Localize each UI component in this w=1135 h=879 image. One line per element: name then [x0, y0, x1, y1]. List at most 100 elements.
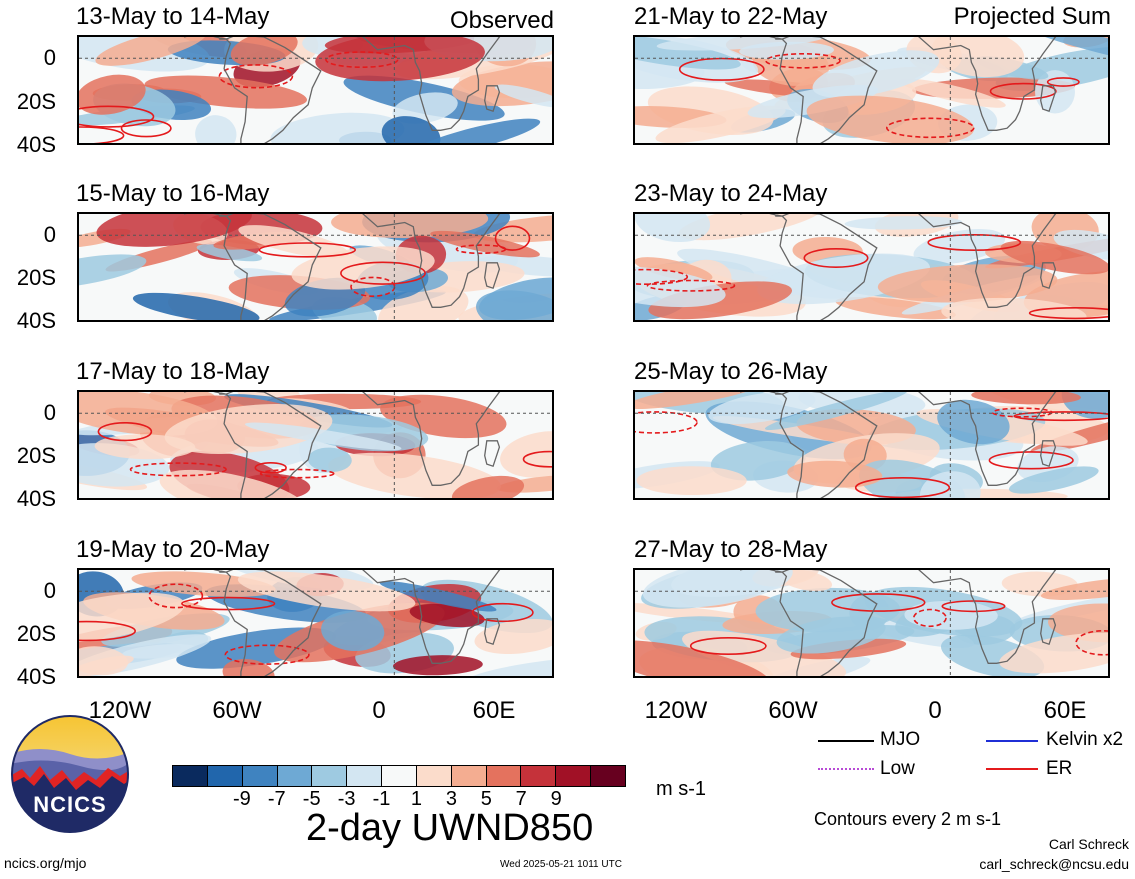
footer-timestamp: Wed 2025-05-21 1011 UTC [500, 859, 622, 870]
er-contour [522, 450, 552, 468]
wind-anomaly-blob [328, 452, 501, 498]
coastline [184, 392, 227, 395]
coastline [779, 570, 878, 676]
map-panel-6 [633, 212, 1110, 322]
er-contour [885, 117, 975, 139]
er-contour [129, 462, 227, 477]
legend-line-low [818, 768, 874, 770]
wind-anomaly-blob [132, 292, 260, 320]
wind-anomaly-blob [500, 431, 552, 478]
colorbar-segment [556, 766, 592, 786]
ylabel-20s-4: 20S [16, 621, 56, 646]
colorbar-tick-label: -9 [232, 788, 251, 810]
panel-tag-observed: Observed [449, 7, 554, 34]
er-contour [148, 583, 204, 609]
wind-anomaly-blob [1061, 392, 1108, 419]
wind-anomaly-blob [877, 264, 1058, 303]
legend-line-er [986, 768, 1038, 770]
wind-anomaly-blob [331, 214, 489, 238]
coastline [740, 392, 783, 395]
er-contour [689, 637, 767, 656]
coastline [223, 214, 322, 320]
ylabel-40s-4: 40S [16, 664, 56, 689]
er-contour [471, 602, 534, 623]
er-contour [854, 477, 951, 498]
wind-anomaly-blob [635, 392, 761, 409]
wind-anomaly-blob [321, 610, 385, 652]
er-contour [635, 411, 698, 434]
legend-line-kelvin [986, 740, 1038, 742]
legend-label-mjo: MJO [880, 729, 921, 750]
coastline [484, 85, 501, 113]
wind-anomaly-blob [1008, 466, 1099, 494]
wind-anomaly-blob [79, 655, 134, 676]
wind-anomaly-blob [291, 246, 435, 290]
map-panel-4 [77, 568, 554, 678]
coastline [918, 37, 1057, 131]
colorbar-tick-label: -3 [337, 788, 356, 810]
panel-title-2: 15-May to 16-May [76, 180, 270, 207]
coastline [740, 570, 783, 573]
coastline [362, 37, 501, 131]
coastline [779, 392, 878, 498]
wind-anomaly-blob [451, 475, 525, 498]
wind-anomaly-blob [315, 37, 485, 82]
coastline [740, 37, 783, 40]
coastline [362, 392, 501, 486]
wind-anomaly-blob [1040, 576, 1108, 600]
er-contour [79, 620, 136, 642]
er-contour [635, 268, 689, 285]
wind-anomaly-blob [238, 225, 350, 259]
wind-anomaly-blob [656, 37, 827, 51]
wind-anomaly-blob [904, 600, 998, 630]
coastline [223, 37, 322, 143]
er-contour [927, 233, 1022, 251]
wind-anomaly-blob [1020, 37, 1108, 66]
xlabel-120w-left: 120W [88, 697, 152, 724]
wind-anomaly-blob [642, 570, 793, 608]
er-contour [803, 247, 869, 268]
colorbar-segment [486, 766, 522, 786]
wind-anomaly-blob [270, 112, 405, 143]
wind-anomaly-blob [244, 422, 402, 451]
colorbar-segment [207, 766, 243, 786]
ylabel-20s-2: 20S [16, 265, 56, 290]
ylabel-eq-2: 0 [43, 222, 56, 247]
wind-anomaly-blob [474, 619, 552, 654]
footer-link[interactable]: ncics.org/mjo [4, 855, 87, 871]
er-contour [97, 421, 153, 442]
colorbar-tick-label: 5 [480, 788, 492, 810]
colorbar-segment [382, 766, 417, 786]
wind-anomaly-blob [307, 447, 352, 473]
wind-anomaly-blob [764, 392, 908, 431]
wind-anomaly-blob [159, 469, 309, 498]
er-contour [79, 126, 125, 143]
coastline [184, 214, 227, 217]
map-panel-1 [77, 35, 554, 145]
coastline [184, 570, 227, 573]
xlabel-60w-right: 60W [768, 697, 818, 724]
er-contour [120, 119, 172, 138]
er-contour [494, 225, 531, 251]
wind-anomaly-blob [682, 630, 847, 676]
wind-anomaly-blob [678, 214, 825, 241]
wind-anomaly-blob [708, 392, 816, 425]
colorbar-units: m s-1 [656, 778, 706, 800]
footer-email: carl_schreck@ncsu.edu [979, 856, 1129, 872]
colorbar-tick-label: 3 [445, 788, 457, 810]
panel-title-6: 23-May to 24-May [634, 180, 828, 207]
wind-anomaly-blob [95, 37, 207, 66]
er-contour [912, 608, 947, 628]
wind-anomaly-blob [776, 616, 886, 654]
panel-tag-projected: Projected Sum [953, 3, 1111, 30]
colorbar-segment [416, 766, 452, 786]
chart-title: 2-day UWND850 [306, 807, 594, 849]
coastline [223, 570, 322, 676]
wind-anomaly-blob [392, 92, 458, 124]
wind-anomaly-blob [919, 471, 981, 498]
coastline [1040, 440, 1057, 468]
panel-title-5: 21-May to 22-May [634, 3, 828, 30]
coastline [484, 440, 501, 468]
wind-anomaly-blob [806, 95, 975, 143]
wind-anomaly-blob [196, 244, 263, 262]
